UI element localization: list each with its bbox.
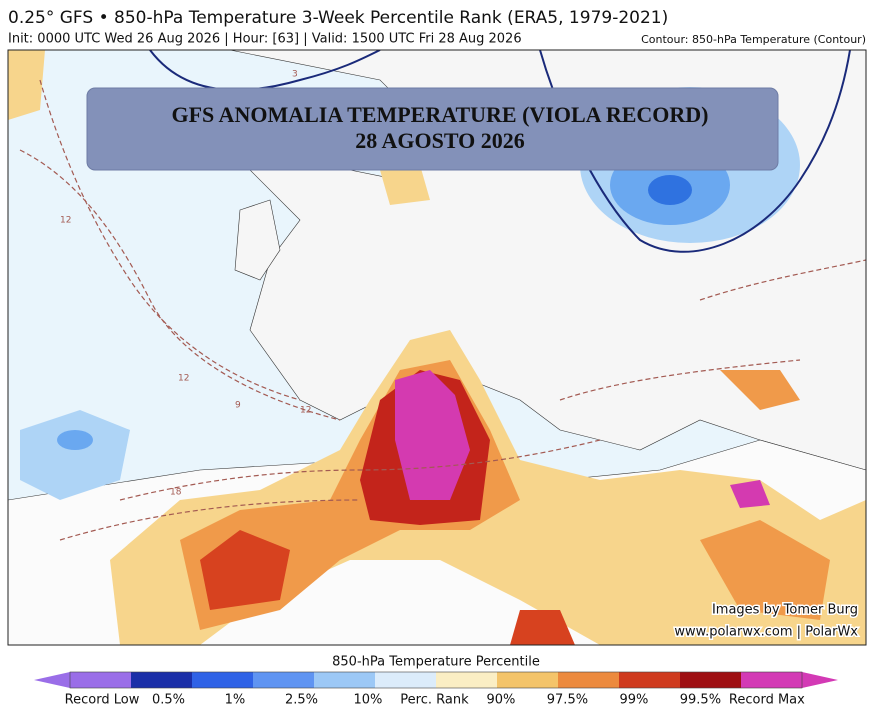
colorbar-segment xyxy=(436,672,498,688)
colorbar-segment xyxy=(497,672,559,688)
colorbar-label: Record Max xyxy=(729,693,805,708)
colorbar-label: 0.5% xyxy=(152,693,185,708)
contour-note: Contour: 850-hPa Temperature (Contour) xyxy=(641,33,866,46)
contour-label: 3 xyxy=(292,70,298,80)
contour-label: 12 xyxy=(300,406,311,416)
title-overlay: GFS ANOMALIA TEMPERATURE (VIOLA RECORD) … xyxy=(86,87,779,171)
colorbar-segment xyxy=(680,672,742,688)
colorbar-segment xyxy=(314,672,376,688)
credits: Images by Tomer Burg www.polarwx.com | P… xyxy=(673,601,860,641)
colorbar-label: 99.5% xyxy=(680,693,721,708)
colorbar: Record Low 0.5% 1% 2.5% 10% Perc. Rank 90% 97.5… xyxy=(34,671,838,708)
contour-label: 12 xyxy=(60,216,71,226)
colorbar-segment xyxy=(619,672,681,688)
title: 0.25° GFS • 850-hPa Temperature 3-Week P… xyxy=(8,8,668,28)
colorbar-label: 97.5% xyxy=(547,693,588,708)
contour-label: 12 xyxy=(178,374,189,384)
colorbar-end xyxy=(34,672,70,688)
colorbar-label: 1% xyxy=(225,693,246,708)
colorbar-segment xyxy=(253,672,315,688)
colorbar-label: 2.5% xyxy=(285,693,318,708)
colorbar-label: Record Low xyxy=(65,693,140,708)
colorbar-label: 90% xyxy=(486,693,515,708)
colorbar-segment xyxy=(558,672,620,688)
colorbar-segment xyxy=(741,672,803,688)
colorbar-frame xyxy=(69,671,803,689)
colorbar-label: Perc. Rank xyxy=(400,693,469,708)
credit-line: www.polarwx.com | PolarWx xyxy=(674,625,858,640)
colorbar-label: 10% xyxy=(354,693,383,708)
colorbar-label: 99% xyxy=(619,693,648,708)
overlay-line: GFS ANOMALIA TEMPERATURE (VIOLA RECORD) xyxy=(171,102,708,127)
colorbar-segment xyxy=(192,672,254,688)
credit-line: Images by Tomer Burg xyxy=(712,603,858,618)
subtitle: Init: 0000 UTC Wed 26 Aug 2026 | Hour: [… xyxy=(8,32,522,47)
colorbar-segment xyxy=(70,672,132,688)
overlay-line: 28 AGOSTO 2026 xyxy=(355,128,525,153)
contour-label: 18 xyxy=(170,488,182,498)
colorbar-segment xyxy=(131,672,193,688)
colorbar-end xyxy=(802,672,838,688)
colorbar-title: 850-hPa Temperature Percentile xyxy=(332,655,540,670)
contour-label: 9 xyxy=(235,401,241,411)
colorbar-segment xyxy=(375,672,437,688)
